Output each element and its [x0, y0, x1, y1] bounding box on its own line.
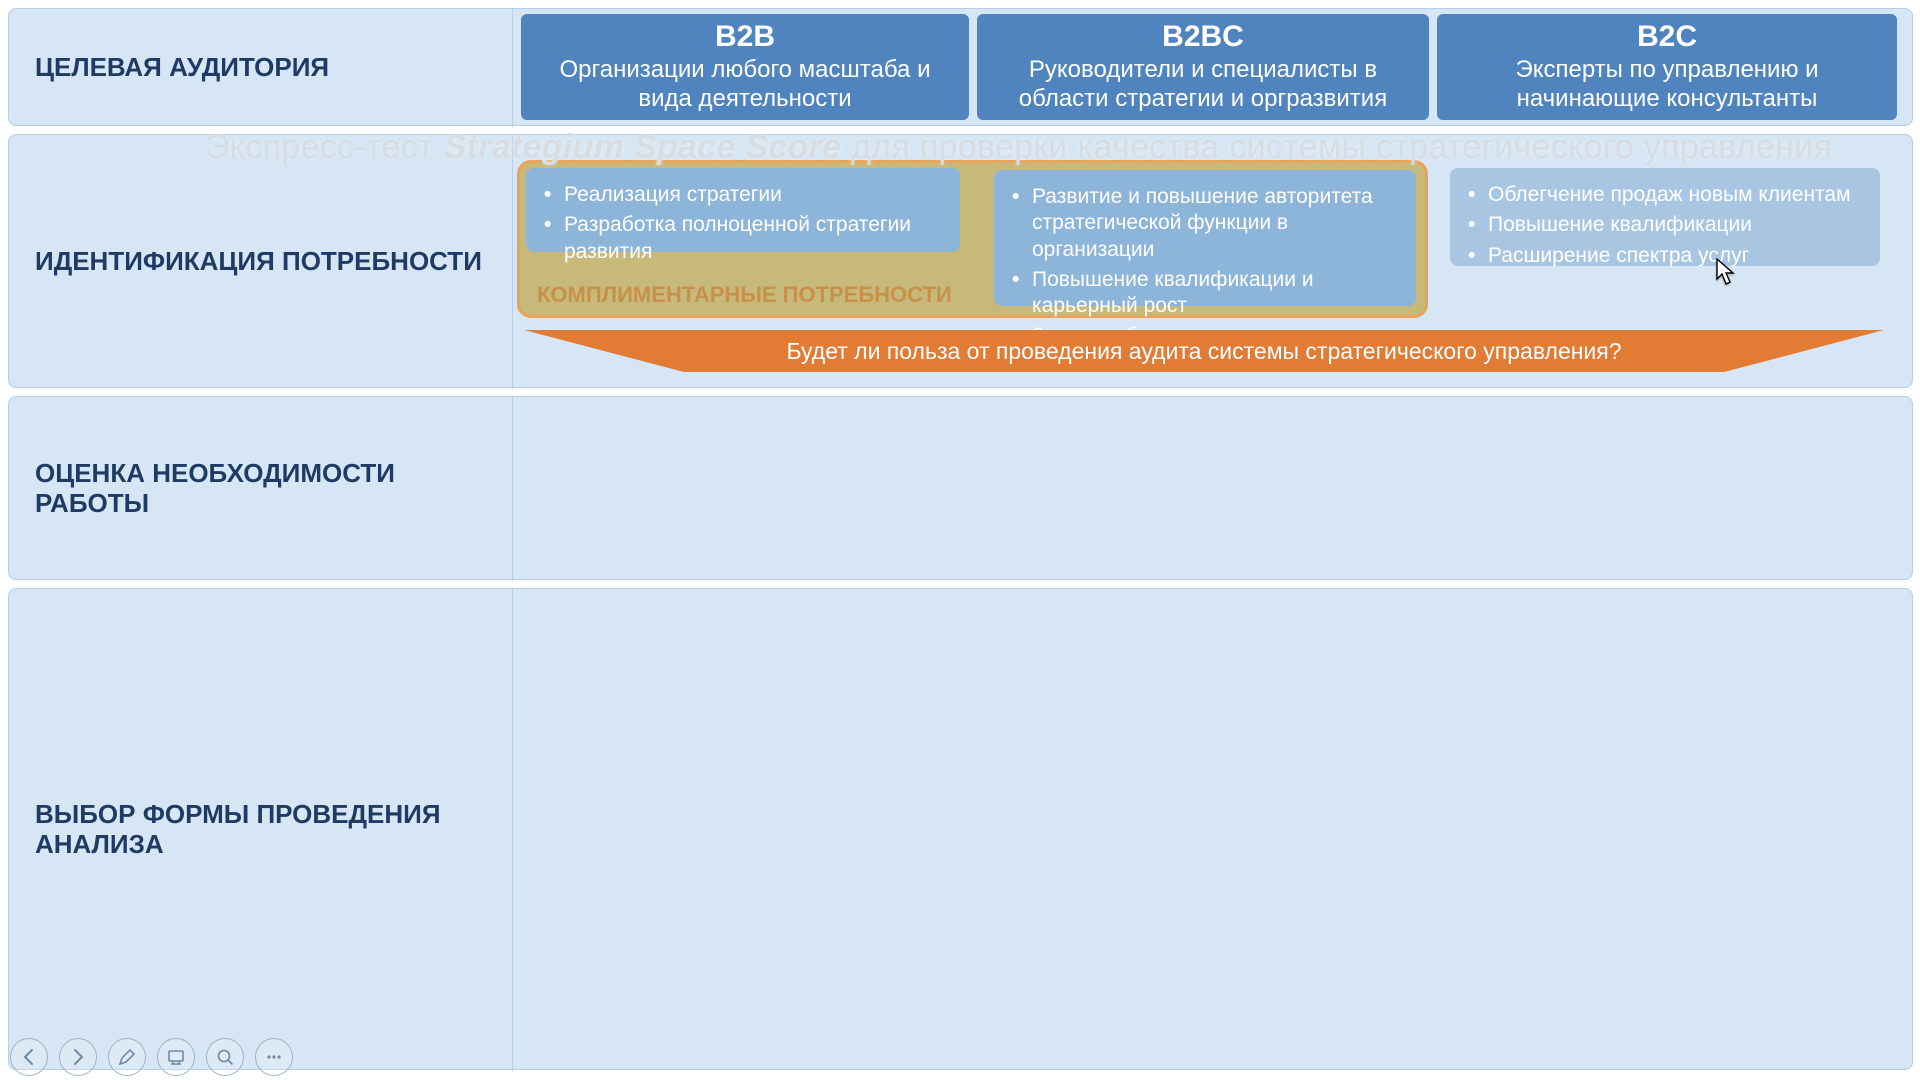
slide-view-button[interactable] — [157, 1038, 195, 1076]
needs-item: Расширение спектра услуг — [1468, 243, 1862, 269]
needs-item: Облегчение продаж новым клиентам — [1468, 182, 1862, 208]
row-panel-analysis-form: ВЫБОР ФОРМЫ ПРОВЕДЕНИЯ АНАЛИЗА — [8, 588, 1913, 1070]
audience-title: B2B — [715, 20, 775, 54]
audience-title: B2C — [1637, 20, 1697, 54]
audience-tile-b2b: B2B Организации любого масштаба и вида д… — [521, 14, 969, 120]
row-label-assessment: ОЦЕНКА НЕОБХОДИМОСТИ РАБОТЫ — [9, 397, 513, 581]
zoom-button[interactable] — [206, 1038, 244, 1076]
audience-tile-b2bc: B2BC Руководители и специалисты в област… — [977, 14, 1429, 120]
needs-item: Разработка полноценной стратегии развити… — [544, 212, 942, 265]
complementary-needs-label: КОМПЛИМЕНТАРНЫЕ ПОТРЕБНОСТИ — [537, 282, 952, 308]
row-label-identification: ИДЕНТИФИКАЦИЯ ПОТРЕБНОСТИ — [9, 135, 513, 389]
needs-card-b2b: Реализация стратегииРазработка полноценн… — [526, 168, 960, 252]
row-panel-assessment: ОЦЕНКА НЕОБХОДИМОСТИ РАБОТЫ — [8, 396, 1913, 580]
needs-item: Повышение квалификации и карьерный рост — [1012, 267, 1398, 320]
funnel-question-text: Будет ли польза от проведения аудита сис… — [786, 338, 1621, 365]
more-options-button[interactable] — [255, 1038, 293, 1076]
pen-tool-button[interactable] — [108, 1038, 146, 1076]
needs-card-b2c: Облегчение продаж новым клиентам Повышени… — [1450, 168, 1880, 266]
needs-item: Повышение квалификации — [1468, 212, 1862, 238]
audience-subtitle: Руководители и специалисты в области стр… — [995, 56, 1411, 114]
presenter-toolbar — [10, 1038, 293, 1076]
needs-item: Реализация стратегии — [544, 182, 942, 208]
slide: ЦЕЛЕВАЯ АУДИТОРИЯ B2B Организации любого… — [0, 0, 1920, 1080]
audience-subtitle: Организации любого масштаба и вида деяте… — [539, 56, 951, 114]
audience-title: B2BC — [1162, 20, 1244, 54]
needs-item: Развитие и повышение авторитета стратеги… — [1012, 184, 1398, 263]
audience-subtitle: Эксперты по управлению и начинающие конс… — [1455, 56, 1879, 114]
row-label-audience: ЦЕЛЕВАЯ АУДИТОРИЯ — [9, 9, 513, 127]
row-label-analysis-form: ВЫБОР ФОРМЫ ПРОВЕДЕНИЯ АНАЛИЗА — [9, 589, 513, 1071]
prev-slide-button[interactable] — [10, 1038, 48, 1076]
funnel-question-banner: Будет ли польза от проведения аудита сис… — [524, 330, 1884, 372]
needs-card-b2bc: Развитие и повышение авторитета стратеги… — [994, 170, 1416, 306]
audience-tile-b2c: B2C Эксперты по управлению и начинающие … — [1437, 14, 1897, 120]
next-slide-button[interactable] — [59, 1038, 97, 1076]
